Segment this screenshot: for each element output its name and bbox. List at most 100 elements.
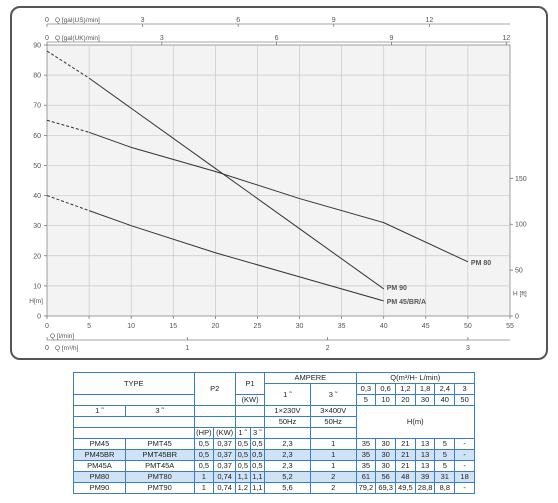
- table-cell: 30: [375, 460, 396, 472]
- table-row: PM90 PMT90 1 0,74 1,2 1,1 5,6 2 79,2 69,3 49,5 28,8…: [73, 482, 475, 494]
- table-cell: PMT45: [124, 438, 195, 450]
- table-cell: 1: [193, 482, 215, 494]
- table-cell: PM45A: [73, 460, 126, 472]
- h-header: H(m): [355, 405, 476, 439]
- table-cell: 30: [375, 449, 396, 461]
- y2-tick-label: 150: [515, 176, 527, 183]
- p1-1ph-unit: 1 ˜: [235, 427, 251, 439]
- type-blank-3: [73, 427, 195, 439]
- table-row: PM45 PMT45 0,5 0,37 0,5 0,5 2,3 1 35 30 21 13 5-: [73, 438, 475, 450]
- table-cell: 0,5: [193, 438, 215, 450]
- table-cell: 2: [309, 471, 357, 483]
- p2-blank: [193, 405, 237, 417]
- table-cell: 5: [434, 438, 456, 450]
- table-cell: 0,5: [249, 438, 266, 450]
- table-row: PM80 PMT80 1 0,74 1,1 1,1 5,2 2 61 56 48 39 31 18: [73, 471, 475, 483]
- table-cell: PMT45A: [124, 460, 195, 472]
- table-cell: PM90: [73, 482, 126, 494]
- table-cell: 56: [375, 471, 396, 483]
- table-cell: 5,2: [264, 471, 311, 483]
- ampere-header: AMPERE: [264, 372, 357, 384]
- ampere-blank: [264, 427, 311, 439]
- table-cell: 0,5: [249, 449, 266, 461]
- spec-table-container: TYPE P2 P1 AMPERE Q(m³/H- L/min) 1 ˜ 3 ˜…: [73, 372, 476, 494]
- table-cell: 39: [414, 471, 436, 483]
- hp-unit: (HP): [193, 427, 215, 439]
- q-header: Q(m³/H- L/min): [355, 372, 476, 384]
- q-lmin-cell: 20: [394, 394, 416, 406]
- table-cell: 8,8: [434, 482, 456, 494]
- table-cell: 13: [414, 460, 436, 472]
- table-cell: 0,37: [213, 438, 237, 450]
- x-tick-label: 25: [254, 323, 262, 330]
- y-tick-label: 80: [33, 73, 41, 80]
- p2-header: P2: [193, 372, 237, 406]
- table-cell: 48: [394, 471, 416, 483]
- x-tick-label: 45: [422, 323, 430, 330]
- table-cell: 13: [414, 449, 436, 461]
- type-blank-2: [73, 416, 195, 428]
- table-row: PM45A PMT45A 0,5 0,37 0,5 0,5 2,3 1 35 30 21 13 5-: [73, 460, 475, 472]
- table-cell: 0,74: [213, 471, 237, 483]
- x-tick-label: 10: [127, 323, 135, 330]
- kw-header: (KW): [235, 394, 266, 406]
- type-3ph-header: 3 ˜: [124, 405, 195, 417]
- bottom-m3h-tick-label: 1: [185, 345, 189, 352]
- x-tick-label: 40: [380, 323, 388, 330]
- kw-unit: (KW): [213, 427, 237, 439]
- table-cell: 21: [394, 460, 416, 472]
- table-cell: 5,6: [264, 482, 311, 494]
- y-tick-label: 90: [33, 43, 41, 50]
- q-m3h-cell: 3: [454, 383, 475, 395]
- x-tick-label: 0: [45, 323, 49, 330]
- table-cell: 79,2: [355, 482, 377, 494]
- table-cell: PM45: [73, 438, 126, 450]
- curve-pm-80: [88, 131, 469, 263]
- chart-panel: 0 5 10 15 20 25 30 35 40 45 50 55 Q [l/min] 0 10 20 30 40…: [10, 6, 548, 360]
- table-cell: 0,5: [235, 460, 251, 472]
- table-cell: 35: [355, 449, 377, 461]
- bottom-m3h-tick-label: 2: [326, 345, 330, 352]
- q-m3h-cell: 1,8: [414, 383, 436, 395]
- curve-label: PM 45/BR/A: [387, 299, 426, 306]
- top-uk-tick-label: 9: [389, 35, 393, 42]
- curve-label: PM 90: [387, 285, 407, 292]
- bottom-m3h-tick-label: 3: [466, 345, 470, 352]
- q-m3h-cell: 0,3: [355, 383, 377, 395]
- x-tick-label: 50: [464, 323, 472, 330]
- curve-label: PM 80: [471, 260, 491, 267]
- table-cell: 0,5: [235, 438, 251, 450]
- table-cell: 0,74: [213, 482, 237, 494]
- q-lmin-cell: 30: [414, 394, 436, 406]
- q-m3h-cell: 1,2: [394, 383, 416, 395]
- table-cell: 0,5: [193, 449, 215, 461]
- table-cell: PMT45BR: [124, 449, 195, 461]
- p2-blank-2: [193, 416, 237, 428]
- table-cell: 1: [309, 438, 357, 450]
- q-lmin-cell: 5: [355, 394, 377, 406]
- table-cell: PMT90: [124, 482, 195, 494]
- y-tick-label: 60: [33, 133, 41, 140]
- y-tick-label: 40: [33, 193, 41, 200]
- table-cell: 69,3: [375, 482, 396, 494]
- top-axis-us-label: Q [gal(US)/min]: [55, 17, 100, 24]
- table-cell: -: [454, 482, 475, 494]
- top-us-tick-label: 12: [425, 17, 433, 24]
- table-cell: 0,5: [249, 460, 266, 472]
- table-cell: 30: [375, 438, 396, 450]
- table-cell: PMT80: [124, 471, 195, 483]
- table-row: PM45BR PMT45BR 0,5 0,37 0,5 0,5 2,3 1 35 30 21 13 5-: [73, 449, 475, 461]
- top-us-tick-label: 6: [236, 17, 240, 24]
- q-m3h-cell: 2,4: [434, 383, 456, 395]
- table-cell: 28,8: [414, 482, 436, 494]
- y-tick-label: 70: [33, 103, 41, 110]
- p1-label: P1: [245, 378, 255, 388]
- table-cell: 61: [355, 471, 377, 483]
- table-cell: 13: [414, 438, 436, 450]
- top-uk-tick-label: 12: [502, 35, 510, 42]
- top-axis-uk-label: Q [gal(UK)/min]: [55, 35, 100, 42]
- x-tick-label: 20: [211, 323, 219, 330]
- table-cell: 21: [394, 438, 416, 450]
- curve-pm-90: [88, 77, 385, 290]
- table-cell: PM80: [73, 471, 126, 483]
